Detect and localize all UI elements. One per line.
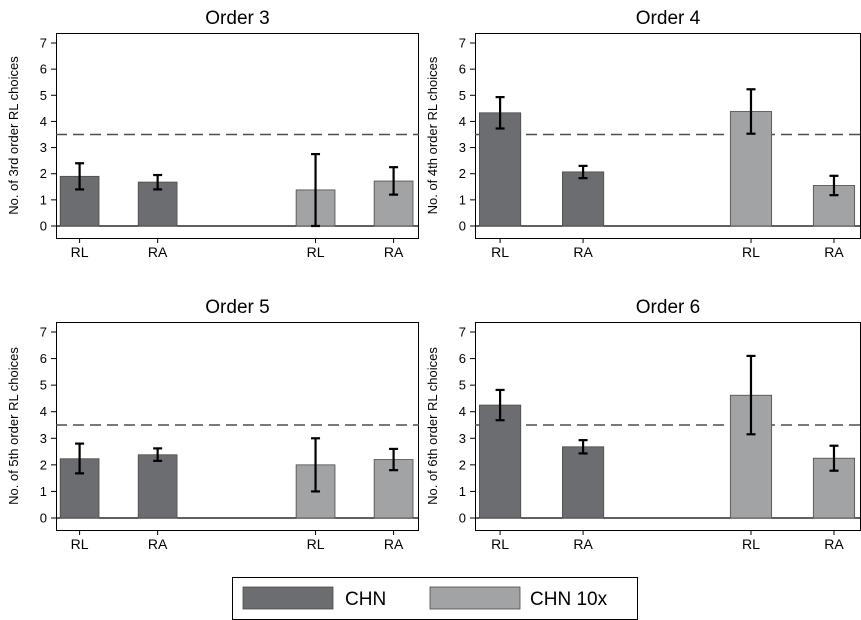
legend-label: CHN 10x (530, 589, 608, 610)
legend-label: CHN (345, 589, 386, 610)
y-tick-label: 6 (40, 351, 47, 366)
y-tick-label: 5 (459, 378, 466, 393)
y-tick-label: 5 (40, 378, 47, 393)
y-tick-label: 4 (40, 114, 47, 129)
bar-chn-rl (59, 175, 100, 227)
x-tick-label: RA (573, 536, 593, 552)
panel-order-3: Order 3 No. of 3rd order RL choices 0 1 2 3 4 5… (6, 8, 419, 260)
x-tick-label: RL (71, 536, 89, 552)
y-tick-label: 5 (40, 88, 47, 103)
y-tick-label: 6 (459, 62, 466, 77)
y-tick-label: 6 (40, 62, 47, 77)
x-tick-label: RL (71, 244, 89, 260)
legend-swatch-chn10x (429, 586, 521, 610)
y-axis-title: No. of 6th order RL choices (425, 347, 440, 505)
bar-chn-rl (479, 112, 522, 227)
x-tick-label: RA (384, 244, 404, 260)
y-tick-label: 3 (459, 431, 466, 446)
plot-frame (56, 322, 419, 531)
y-axis-title: No. of 5th order RL choices (6, 347, 21, 505)
panel-order-4: Order 4 No. of 4th order RL choices 0 1 2 3 4 5… (425, 8, 861, 260)
plot-frame (475, 33, 861, 239)
x-tick-label: RA (148, 244, 168, 260)
bar-chn-ra (562, 446, 605, 519)
y-axis-title: No. of 4th order RL choices (425, 56, 440, 214)
plot-frame (475, 322, 861, 531)
x-tick-label: RL (307, 536, 325, 552)
y-tick-label: 3 (459, 140, 466, 155)
x-tick-label: RL (742, 244, 760, 260)
y-tick-label: 2 (40, 166, 47, 181)
y-tick-label: 0 (459, 219, 466, 234)
y-tick-label: 1 (459, 192, 466, 207)
legend-swatch-chn (242, 586, 334, 610)
y-tick-label: 1 (40, 484, 47, 499)
x-tick-label: RA (148, 536, 168, 552)
x-tick-label: RA (573, 244, 593, 260)
x-tick-label: RA (824, 244, 844, 260)
y-tick-label: 2 (40, 457, 47, 472)
legend: CHN CHN 10x (232, 577, 638, 620)
y-tick-label: 3 (40, 431, 47, 446)
x-tick-label: RA (824, 536, 844, 552)
y-tick-label: 7 (459, 325, 466, 340)
x-tick-label: RA (384, 536, 404, 552)
bar-chn-rl (479, 404, 522, 519)
y-tick-label: 5 (459, 88, 466, 103)
y-tick-label: 4 (459, 404, 466, 419)
y-tick-label: 4 (459, 114, 466, 129)
x-tick-label: RL (491, 536, 509, 552)
panel-title: Order 6 (636, 297, 700, 318)
x-tick-label: RL (491, 244, 509, 260)
y-axis-title: No. of 3rd order RL choices (6, 56, 21, 215)
bar-chn-ra (137, 454, 178, 519)
y-tick-label: 0 (40, 219, 47, 234)
plot-frame (56, 33, 419, 239)
y-tick-label: 0 (40, 511, 47, 526)
bar-chn-ra (562, 171, 605, 227)
panel-order-5: Order 5 No. of 5th order RL choices 0 1 2 3 4 5… (6, 297, 419, 552)
y-tick-label: 2 (459, 457, 466, 472)
y-tick-label: 2 (459, 166, 466, 181)
y-tick-label: 1 (40, 192, 47, 207)
y-tick-label: 7 (459, 36, 466, 51)
y-tick-label: 0 (459, 511, 466, 526)
bar-chn10x-ra (373, 459, 414, 519)
x-tick-label: RL (742, 536, 760, 552)
y-tick-label: 7 (40, 325, 47, 340)
y-tick-label: 6 (459, 351, 466, 366)
panel-title: Order 5 (205, 297, 269, 318)
panel-title: Order 3 (205, 8, 269, 29)
panel-order-6: Order 6 No. of 6th order RL choices 0 1 2 3 4 5… (425, 297, 861, 552)
y-tick-label: 3 (40, 140, 47, 155)
y-tick-label: 4 (40, 404, 47, 419)
y-tick-label: 7 (40, 36, 47, 51)
y-tick-label: 1 (459, 484, 466, 499)
x-tick-label: RL (307, 244, 325, 260)
panel-title: Order 4 (636, 8, 701, 29)
